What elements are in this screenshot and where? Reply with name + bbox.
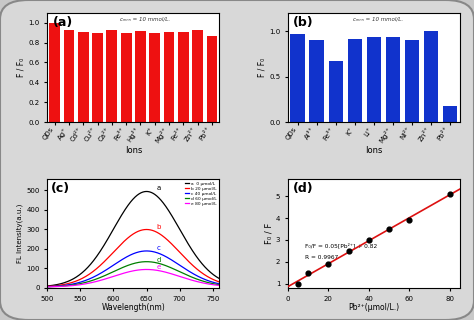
Y-axis label: FL Intensity(a.u.): FL Intensity(a.u.) (17, 204, 24, 263)
Bar (443, 106, 457, 122)
Text: cₘₙₙ = 10 mmol/L.: cₘₙₙ = 10 mmol/L. (119, 16, 170, 21)
Y-axis label: F₀ / F: F₀ / F (264, 223, 273, 244)
Bar (310, 40, 324, 122)
Bar (149, 33, 160, 122)
Text: (d): (d) (293, 182, 314, 195)
Text: (c): (c) (51, 182, 70, 195)
Legend: a  0 μmol/L, b 20 μmol/L, c 40 μmol/L, d 60 μmol/L, e 80 μmol/L: a 0 μmol/L, b 20 μmol/L, c 40 μmol/L, d … (184, 181, 217, 206)
Point (405, 218, 413, 223)
Point (345, 248, 352, 253)
Bar (386, 37, 400, 122)
Bar (192, 30, 203, 122)
Point (365, 237, 373, 243)
Point (446, 192, 454, 197)
Text: e: e (156, 264, 161, 270)
Point (304, 270, 312, 275)
Bar (347, 39, 362, 122)
Text: d: d (156, 257, 161, 263)
Bar (328, 61, 343, 122)
Bar (164, 32, 174, 122)
Text: F₀/F = 0.05[Pb²⁺] + 0.82: F₀/F = 0.05[Pb²⁺] + 0.82 (305, 242, 377, 248)
Y-axis label: F / F₀: F / F₀ (17, 58, 26, 77)
Bar (49, 23, 60, 122)
Bar (92, 33, 103, 122)
Bar (424, 31, 438, 122)
Bar (135, 31, 146, 122)
X-axis label: Ions: Ions (365, 146, 383, 155)
Point (325, 261, 332, 267)
X-axis label: Ions: Ions (125, 146, 142, 155)
X-axis label: Pb²⁺(μmol/L.): Pb²⁺(μmol/L.) (348, 303, 400, 312)
Bar (178, 32, 189, 122)
Bar (367, 37, 381, 122)
Text: a: a (156, 185, 161, 190)
Text: b: b (156, 224, 161, 229)
Text: c: c (156, 245, 160, 252)
Bar (405, 40, 419, 122)
Bar (78, 32, 89, 122)
Y-axis label: F / F₀: F / F₀ (257, 58, 266, 77)
Bar (107, 30, 117, 122)
Text: R = 0.9967: R = 0.9967 (305, 255, 338, 260)
Bar (291, 34, 305, 122)
Text: cₘₙₙ = 10 mmol/L.: cₘₙₙ = 10 mmol/L. (353, 16, 403, 21)
Bar (64, 30, 74, 122)
Point (294, 281, 302, 286)
Point (385, 227, 393, 232)
Text: (a): (a) (53, 16, 73, 29)
Bar (121, 33, 131, 122)
Text: (b): (b) (293, 16, 314, 29)
X-axis label: Wavelength(nm): Wavelength(nm) (101, 303, 165, 312)
Bar (207, 36, 218, 122)
